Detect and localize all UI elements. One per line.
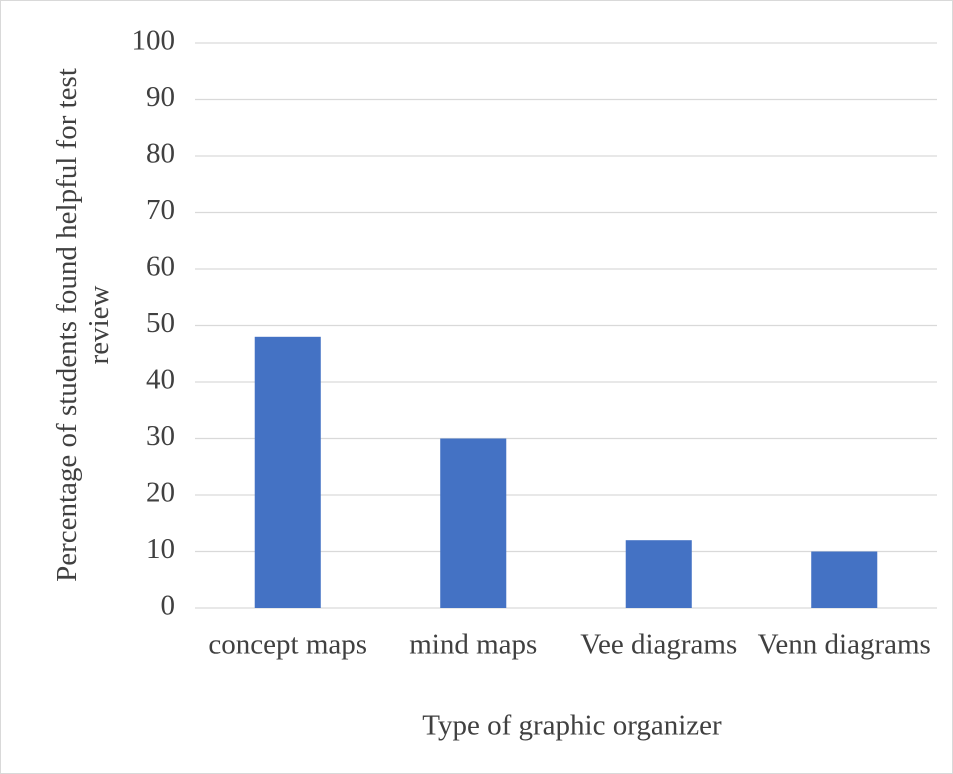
y-axis-title: Percentage of students found helpful for…	[51, 68, 115, 582]
y-tick-label: 70	[146, 194, 175, 226]
bar	[254, 336, 321, 608]
y-tick-label: 40	[146, 364, 175, 396]
x-tick-label: Vee diagrams	[580, 629, 737, 661]
x-tick-label: concept maps	[208, 629, 367, 661]
y-tick-label: 60	[146, 251, 175, 283]
x-tick-label: mind maps	[409, 629, 537, 661]
y-tick-label: 80	[146, 138, 175, 170]
y-tick-label: 50	[146, 307, 175, 339]
bar	[811, 551, 878, 608]
y-tick-label: 90	[146, 81, 175, 113]
y-tick-label: 20	[146, 477, 175, 509]
y-tick-label: 100	[132, 25, 176, 57]
bar	[625, 540, 692, 608]
y-tick-label: 10	[146, 533, 175, 565]
y-tick-label: 0	[161, 590, 176, 622]
x-axis-title: Type of graphic organizer	[422, 710, 722, 742]
y-tick-label: 30	[146, 420, 175, 452]
bar	[440, 438, 507, 608]
x-tick-label: Venn diagrams	[758, 629, 931, 661]
